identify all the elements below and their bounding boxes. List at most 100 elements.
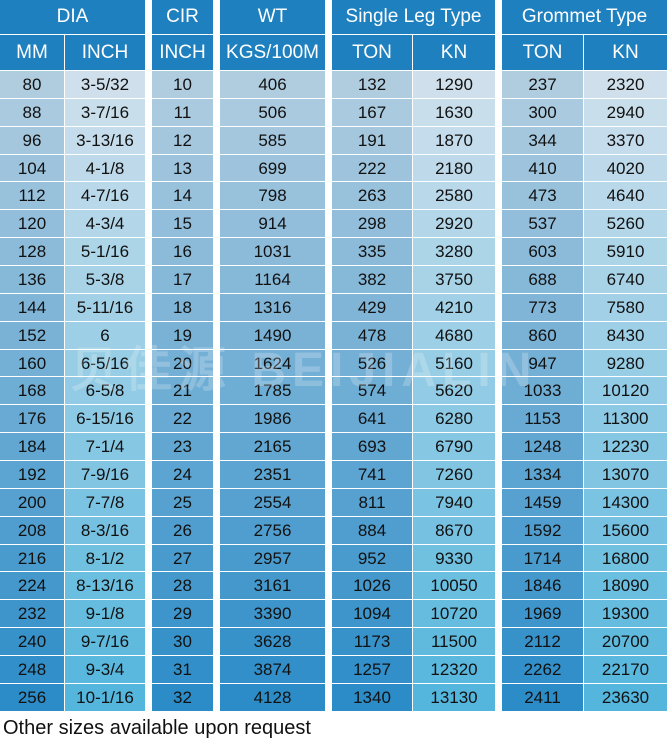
single-ton-cell: 429 [332, 292, 412, 321]
table-row: 2554 [220, 487, 325, 516]
single-kn-cell: 12320 [412, 655, 495, 683]
cir-cell: 20 [152, 348, 213, 377]
single-kn-cell: 3750 [412, 265, 495, 293]
grommet-ton-cell: 773 [502, 292, 583, 321]
single-ton-cell: 574 [332, 376, 412, 405]
table-row: 1316 [220, 292, 325, 321]
grommet-kn-cell: 18090 [583, 571, 667, 600]
table-row: 80 3-5/32 [0, 70, 145, 98]
single-kn-cell: 11500 [412, 627, 495, 656]
table-row: 88 3-7/16 [0, 97, 145, 126]
table-row: 811 7940 [332, 487, 495, 516]
inch-cell: 7-1/4 [64, 432, 145, 461]
wt-cell: 2351 [220, 460, 325, 488]
table-row: 144 5-11/16 [0, 292, 145, 321]
table-row: 473 4640 [502, 181, 667, 210]
single-kn-cell: 2920 [412, 209, 495, 238]
table-row: 12 [152, 125, 213, 154]
table-row: 28 [152, 571, 213, 600]
table-row: 1173 11500 [332, 627, 495, 656]
grommet-ton-cell: 344 [502, 125, 583, 154]
inch-header: INCH [64, 35, 145, 70]
grommet-ton-cell: 237 [502, 70, 583, 98]
single-kn-cell: 4210 [412, 292, 495, 321]
grommet-kn-cell: 23630 [583, 682, 667, 711]
cir-cell: 23 [152, 432, 213, 461]
inch-cell: 4-1/8 [64, 153, 145, 182]
grommet-ton-cell: 410 [502, 153, 583, 182]
table-row: 2756 [220, 515, 325, 544]
mm-cell: 240 [0, 627, 64, 656]
single-ton-cell: 382 [332, 265, 412, 293]
table-row: 96 3-13/16 [0, 125, 145, 154]
mm-cell: 216 [0, 543, 64, 572]
table-row: 20 [152, 348, 213, 377]
wt-cell: 4128 [220, 682, 325, 711]
inch-cell: 3-13/16 [64, 125, 145, 154]
kgs-header: KGS/100M [220, 35, 325, 70]
table-row: 30 [152, 627, 213, 656]
grommet-kn-cell: 10120 [583, 376, 667, 405]
table-row: 15 [152, 209, 213, 238]
table-row: 1340 13130 [332, 682, 495, 711]
table-row: 693 6790 [332, 432, 495, 461]
table-row: 10 [152, 70, 213, 98]
mm-cell: 184 [0, 432, 64, 461]
table-row: 1714 16800 [502, 543, 667, 572]
table-row: 2112 20700 [502, 627, 667, 656]
inch-cell: 5-3/8 [64, 265, 145, 293]
grommet-header: Grommet Type [502, 0, 667, 35]
table-row: 216 8-1/2 [0, 543, 145, 572]
table-row: 335 3280 [332, 237, 495, 266]
single-kn-cell: 4680 [412, 320, 495, 349]
grommet-kn-cell: 5910 [583, 237, 667, 266]
mm-cell: 224 [0, 571, 64, 600]
single-ton-cell: 1340 [332, 682, 412, 711]
table-row: 14 [152, 181, 213, 210]
table-row: 526 5160 [332, 348, 495, 377]
mm-cell: 160 [0, 348, 64, 377]
wt-cell: 699 [220, 153, 325, 182]
grommet-ton-cell: 1714 [502, 543, 583, 572]
table-row: 256 10-1/16 [0, 682, 145, 711]
table-row: 27 [152, 543, 213, 572]
cir-cell: 13 [152, 153, 213, 182]
inch-cell: 3-7/16 [64, 97, 145, 126]
table-row: 136 5-3/8 [0, 265, 145, 293]
single-ton-cell: 641 [332, 404, 412, 433]
table-row: 1094 10720 [332, 599, 495, 628]
table-row: 112 4-7/16 [0, 181, 145, 210]
wt-cell: 1986 [220, 404, 325, 433]
wt-cell: 585 [220, 125, 325, 154]
table-row: 574 5620 [332, 376, 495, 405]
single-ton-cell: 263 [332, 181, 412, 210]
table-row: 13 [152, 153, 213, 182]
grommet-kn-cell: 13070 [583, 460, 667, 488]
cir-cell: 14 [152, 181, 213, 210]
table-row: 248 9-3/4 [0, 655, 145, 683]
table-row: 208 8-3/16 [0, 515, 145, 544]
wt-cell: 3390 [220, 599, 325, 628]
wt-cell: 2165 [220, 432, 325, 461]
table-row: 160 6-5/16 [0, 348, 145, 377]
mm-cell: 168 [0, 376, 64, 405]
table-row: 603 5910 [502, 237, 667, 266]
table-row: 240 9-7/16 [0, 627, 145, 656]
table-row: 884 8670 [332, 515, 495, 544]
table-row: 232 9-1/8 [0, 599, 145, 628]
single-ton-cell: 222 [332, 153, 412, 182]
table-row: 26 [152, 515, 213, 544]
grommet-ton-cell: 1033 [502, 376, 583, 405]
single-ton-cell: 298 [332, 209, 412, 238]
inch-cell: 8-1/2 [64, 543, 145, 572]
grommet-kn-cell: 8430 [583, 320, 667, 349]
cir-header: CIR [152, 0, 213, 35]
grommet-kn-cell: 3370 [583, 125, 667, 154]
table-row: 741 7260 [332, 460, 495, 488]
wt-cell: 2554 [220, 487, 325, 516]
wt-cell: 1031 [220, 237, 325, 266]
cir-cell: 16 [152, 237, 213, 266]
grommet-kn-cell: 5260 [583, 209, 667, 238]
table-row: 1334 13070 [502, 460, 667, 488]
table-row: 300 2940 [502, 97, 667, 126]
